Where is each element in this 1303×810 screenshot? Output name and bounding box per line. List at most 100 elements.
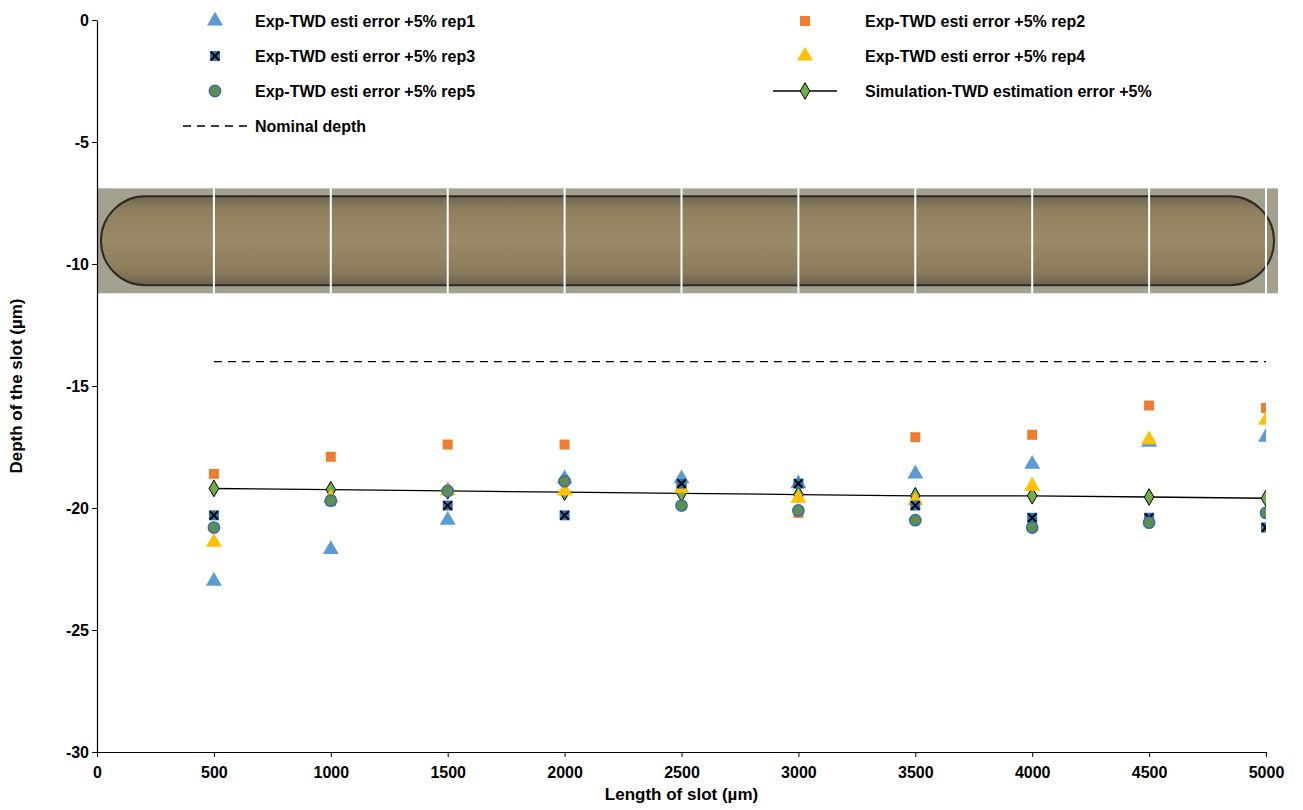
x-tick-label: 0 bbox=[93, 764, 102, 781]
y-tick: -20 bbox=[66, 500, 97, 517]
series-line bbox=[214, 361, 1266, 362]
legend-label: Nominal depth bbox=[255, 118, 366, 135]
slot-photo bbox=[97, 188, 1278, 293]
marker-shape bbox=[800, 83, 810, 100]
x-tick-label: 2500 bbox=[664, 764, 700, 781]
y-tick-label: 0 bbox=[80, 12, 89, 29]
data-area bbox=[206, 362, 1266, 586]
x-tick-label: 1000 bbox=[314, 764, 350, 781]
marker-cross bbox=[560, 511, 568, 519]
x-tick: 4500 bbox=[1132, 752, 1168, 781]
legend-label: Exp-TWD esti error +5% rep3 bbox=[255, 48, 475, 65]
marker bbox=[1024, 455, 1040, 469]
series bbox=[206, 428, 1266, 586]
marker bbox=[559, 476, 570, 487]
legend-item: Exp-TWD esti error +5% rep1 bbox=[207, 12, 475, 30]
marker bbox=[790, 474, 806, 488]
marker-shape bbox=[209, 510, 219, 520]
marker bbox=[323, 540, 339, 554]
series-line bbox=[214, 488, 1266, 498]
marker bbox=[677, 479, 687, 489]
marker bbox=[209, 85, 220, 96]
marker bbox=[1141, 430, 1157, 444]
marker-shape bbox=[1027, 430, 1037, 440]
marker-shape bbox=[560, 440, 570, 450]
x-tick: 5000 bbox=[1249, 752, 1285, 781]
chart: 0500100015002000250030003500400045005000… bbox=[0, 0, 1303, 810]
marker-shape bbox=[677, 479, 687, 489]
marker-shape bbox=[559, 476, 570, 487]
y-tick: -25 bbox=[66, 622, 97, 639]
marker-shape bbox=[323, 540, 339, 554]
x-tick-mark bbox=[682, 752, 683, 757]
marker bbox=[910, 515, 921, 526]
marker bbox=[1144, 401, 1154, 411]
marker bbox=[1027, 430, 1037, 440]
legend-item: Nominal depth bbox=[183, 118, 366, 135]
marker-shape bbox=[910, 501, 920, 511]
x-tick-label: 4500 bbox=[1132, 764, 1168, 781]
slot-photo-divider bbox=[681, 188, 683, 293]
marker bbox=[797, 47, 813, 61]
x-tick-mark bbox=[97, 752, 98, 757]
slot-photo-slot bbox=[101, 196, 1274, 285]
y-tick: -15 bbox=[66, 378, 97, 395]
marker-shape bbox=[209, 480, 219, 497]
marker-shape bbox=[207, 12, 223, 26]
y-tick: -10 bbox=[66, 256, 97, 273]
marker-shape bbox=[443, 440, 453, 450]
marker bbox=[793, 479, 803, 489]
x-tick-mark bbox=[565, 752, 566, 757]
slot-photo-divider bbox=[797, 188, 799, 293]
y-tick-label: -10 bbox=[66, 256, 89, 273]
marker-shape bbox=[440, 511, 456, 525]
x-tick: 3000 bbox=[781, 752, 817, 781]
marker bbox=[325, 495, 336, 506]
y-tick-mark bbox=[92, 630, 97, 631]
marker-shape bbox=[1258, 411, 1266, 425]
marker bbox=[790, 489, 806, 503]
marker-shape bbox=[443, 483, 453, 500]
y-tick-label: -30 bbox=[66, 744, 89, 761]
y-axis-line bbox=[97, 21, 98, 753]
marker bbox=[206, 572, 222, 586]
legend-item: Exp-TWD esti error +5% rep5 bbox=[209, 83, 475, 100]
x-tick-mark bbox=[1266, 752, 1267, 757]
slot-photo-divider bbox=[914, 188, 916, 293]
y-tick-mark bbox=[92, 20, 97, 21]
marker bbox=[210, 51, 220, 61]
marker bbox=[443, 483, 453, 500]
marker-shape bbox=[1261, 523, 1266, 533]
series bbox=[208, 476, 1266, 534]
legend: Exp-TWD esti error +5% rep1 Exp-TWD esti … bbox=[183, 12, 1152, 135]
legend-line bbox=[183, 125, 247, 126]
x-tick: 2500 bbox=[664, 752, 700, 781]
y-tick: -30 bbox=[66, 744, 97, 761]
marker-shape bbox=[1027, 522, 1038, 533]
marker-shape bbox=[797, 47, 813, 61]
marker-shape bbox=[907, 465, 923, 479]
marker-shape bbox=[325, 495, 336, 506]
marker-cross bbox=[1028, 514, 1036, 522]
marker bbox=[326, 452, 336, 462]
x-axis-title: Length of slot (µm) bbox=[605, 785, 758, 804]
marker bbox=[1027, 522, 1038, 533]
x-tick-mark bbox=[448, 752, 449, 757]
marker-cross bbox=[1262, 523, 1266, 531]
marker-shape bbox=[793, 479, 803, 489]
x-tick: 0 bbox=[93, 752, 102, 781]
x-tick: 4000 bbox=[1015, 752, 1051, 781]
legend-label: Simulation-TWD estimation error +5% bbox=[865, 83, 1152, 100]
marker bbox=[442, 485, 453, 496]
marker-cross bbox=[794, 479, 802, 487]
slot-photo-divider bbox=[1148, 188, 1150, 293]
marker-shape bbox=[1144, 401, 1154, 411]
x-tick-label: 3500 bbox=[898, 764, 934, 781]
x-tick: 2000 bbox=[547, 752, 583, 781]
series bbox=[209, 480, 1266, 506]
y-tick-mark bbox=[92, 142, 97, 143]
x-tick-label: 500 bbox=[201, 764, 228, 781]
marker-shape bbox=[210, 51, 220, 61]
y-tick-label: -25 bbox=[66, 622, 89, 639]
marker-shape bbox=[1258, 428, 1266, 442]
